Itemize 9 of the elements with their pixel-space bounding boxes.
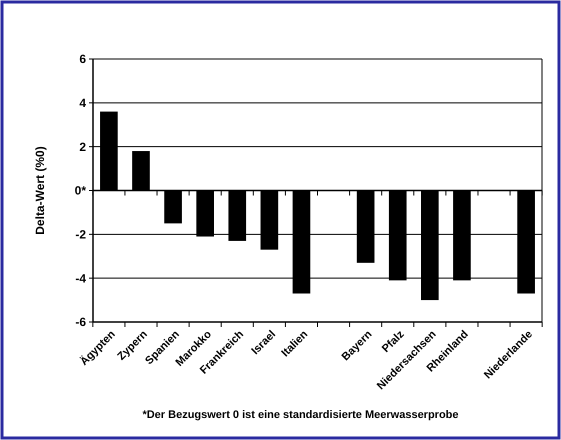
- y-tick-label: 6: [79, 52, 86, 66]
- text: *Der Bezugswert 0 ist eine standardisierte Meerwasserprobe: [142, 409, 459, 421]
- y-tick-label: 4: [79, 96, 86, 110]
- y-tick-label: 0*: [74, 184, 86, 198]
- y-tick-label: -6: [75, 315, 86, 330]
- y-tick-label: -4: [75, 271, 86, 286]
- y-axis-title: Delta-Wert (%0): [33, 146, 47, 235]
- y-tick-label: 2: [79, 140, 86, 154]
- y-tick-label: -2: [75, 228, 86, 242]
